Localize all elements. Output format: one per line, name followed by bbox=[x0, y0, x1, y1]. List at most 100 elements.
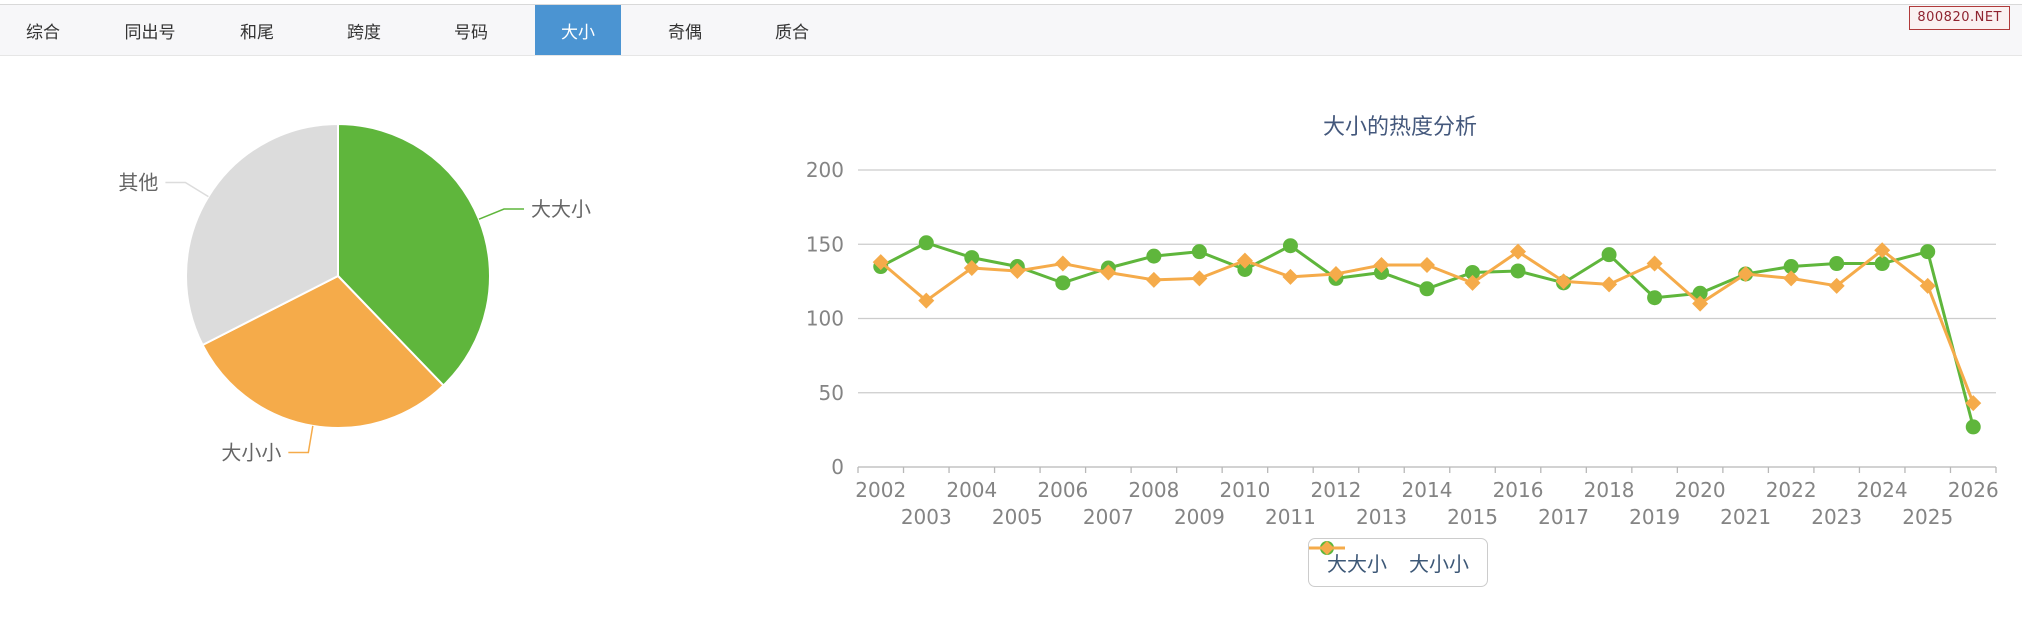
data-point-diamond[interactable] bbox=[1919, 277, 1936, 294]
data-point-diamond[interactable] bbox=[1510, 243, 1527, 260]
data-point-diamond[interactable] bbox=[1646, 255, 1663, 272]
data-point-circle[interactable] bbox=[1146, 248, 1162, 264]
data-point-diamond[interactable] bbox=[1054, 255, 1071, 272]
data-point-circle[interactable] bbox=[1647, 290, 1663, 306]
tab-item[interactable]: 大小 bbox=[535, 5, 621, 55]
pie-label: 大大小 bbox=[531, 197, 591, 221]
data-point-circle[interactable] bbox=[1965, 419, 1981, 435]
data-point-circle[interactable] bbox=[1510, 263, 1526, 279]
series-line[interactable] bbox=[879, 248, 1975, 404]
x-axis-label: 2022 bbox=[1766, 478, 1817, 502]
data-point-circle[interactable] bbox=[1282, 238, 1298, 254]
x-axis-label: 2019 bbox=[1629, 505, 1680, 529]
data-point-diamond[interactable] bbox=[1874, 242, 1891, 259]
tab-item[interactable]: 和尾 bbox=[240, 22, 274, 43]
chart-legend: 大大小 大小小 bbox=[1308, 538, 1488, 587]
x-axis-label: 2010 bbox=[1219, 478, 1270, 502]
tab-bar: 综合 同出号 和尾 跨度 号码 大小 奇偶 质合 800820.NET bbox=[0, 4, 2022, 56]
tab-item[interactable]: 号码 bbox=[454, 22, 488, 43]
x-axis-label: 2021 bbox=[1720, 505, 1771, 529]
data-point-diamond[interactable] bbox=[1692, 295, 1709, 312]
y-axis-label: 150 bbox=[806, 232, 844, 256]
x-axis-label: 2008 bbox=[1128, 478, 1179, 502]
x-axis-label: 2007 bbox=[1083, 505, 1134, 529]
pie-label-leader bbox=[288, 425, 314, 454]
data-point-diamond[interactable] bbox=[918, 292, 935, 309]
x-axis-label: 2026 bbox=[1948, 478, 1999, 502]
x-axis-label: 2015 bbox=[1447, 505, 1498, 529]
tab-item[interactable]: 综合 bbox=[26, 22, 60, 43]
data-point-circle[interactable] bbox=[1419, 281, 1435, 297]
x-axis-label: 2005 bbox=[992, 505, 1043, 529]
legend-label: 大小小 bbox=[1409, 552, 1469, 576]
data-point-circle[interactable] bbox=[1601, 247, 1617, 263]
legend-diamond-marker-icon bbox=[1309, 541, 1345, 555]
x-axis-label: 2016 bbox=[1493, 478, 1544, 502]
data-point-diamond[interactable] bbox=[1737, 265, 1754, 282]
x-axis-label: 2020 bbox=[1675, 478, 1726, 502]
x-axis-label: 2024 bbox=[1857, 478, 1908, 502]
y-axis-label: 200 bbox=[806, 158, 844, 182]
x-axis-label: 2002 bbox=[855, 478, 906, 502]
x-axis-label: 2023 bbox=[1811, 505, 1862, 529]
site-badge: 800820.NET bbox=[1909, 6, 2010, 30]
tab-item[interactable]: 质合 bbox=[775, 22, 809, 43]
data-point-circle[interactable] bbox=[964, 250, 980, 266]
data-point-circle[interactable] bbox=[1874, 256, 1890, 272]
charts-area: 大大小 大小小 其他 大小的热度分析 0 50 100 150 200 2002 2003 2004 2… bbox=[0, 56, 2022, 614]
tab-item[interactable]: 奇偶 bbox=[668, 22, 702, 43]
data-point-diamond[interactable] bbox=[1236, 252, 1253, 269]
x-axis-label: 2013 bbox=[1356, 505, 1407, 529]
x-axis-label: 2003 bbox=[901, 505, 952, 529]
x-axis-label: 2012 bbox=[1311, 478, 1362, 502]
legend-item[interactable]: 大小小 bbox=[1309, 541, 1469, 577]
data-point-diamond[interactable] bbox=[1601, 276, 1618, 293]
data-point-diamond[interactable] bbox=[1419, 257, 1435, 274]
data-point-diamond[interactable] bbox=[1555, 273, 1572, 290]
tab-item[interactable]: 同出号 bbox=[124, 22, 176, 43]
data-point-circle[interactable] bbox=[1692, 285, 1708, 301]
data-point-circle[interactable] bbox=[1055, 275, 1071, 291]
x-axis-label: 2017 bbox=[1538, 505, 1589, 529]
pie-label-leader bbox=[478, 208, 525, 220]
x-axis-label: 2018 bbox=[1584, 478, 1635, 502]
x-axis-label: 2011 bbox=[1265, 505, 1316, 529]
line-chart: 大小的热度分析 0 50 100 150 200 2002 2003 2004 2005 2006 2… bbox=[806, 115, 1999, 529]
pie-label: 其他 bbox=[118, 170, 158, 194]
pie-slice[interactable] bbox=[337, 123, 491, 387]
pie-label-leader bbox=[165, 181, 209, 198]
data-point-circle[interactable] bbox=[1237, 261, 1253, 277]
data-point-diamond[interactable] bbox=[1965, 395, 1982, 412]
data-point-circle[interactable] bbox=[918, 235, 934, 251]
data-point-diamond[interactable] bbox=[1009, 262, 1026, 279]
data-point-circle[interactable] bbox=[1829, 256, 1845, 272]
y-axis-label: 0 bbox=[831, 455, 844, 479]
data-point-diamond[interactable] bbox=[1327, 265, 1344, 282]
tab-list: 综合 同出号 和尾 跨度 号码 大小 奇偶 质合 bbox=[0, 5, 2022, 55]
data-point-diamond[interactable] bbox=[1373, 257, 1390, 274]
x-axis-label: 2014 bbox=[1402, 478, 1453, 502]
data-point-diamond[interactable] bbox=[1100, 264, 1117, 281]
data-point-diamond[interactable] bbox=[963, 260, 980, 277]
x-axis-label: 2025 bbox=[1902, 505, 1953, 529]
pie-slice[interactable] bbox=[185, 123, 339, 347]
data-point-circle[interactable] bbox=[1920, 244, 1936, 260]
data-point-diamond[interactable] bbox=[1828, 277, 1845, 294]
x-axis-label: 2006 bbox=[1037, 478, 1088, 502]
data-point-diamond[interactable] bbox=[1464, 274, 1481, 291]
data-point-circle[interactable] bbox=[1783, 259, 1799, 275]
data-point-circle[interactable] bbox=[1191, 244, 1207, 260]
data-point-circle[interactable] bbox=[1465, 264, 1481, 280]
data-point-diamond[interactable] bbox=[1145, 271, 1162, 288]
tab-item[interactable]: 跨度 bbox=[347, 22, 381, 43]
pie-label: 大小小 bbox=[221, 441, 281, 465]
x-axis-label: 2009 bbox=[1174, 505, 1225, 529]
data-point-diamond[interactable] bbox=[872, 254, 889, 271]
line-chart-title: 大小的热度分析 bbox=[1323, 115, 1477, 140]
x-axis-label: 2004 bbox=[946, 478, 997, 502]
data-point-diamond[interactable] bbox=[1783, 270, 1800, 287]
data-point-diamond[interactable] bbox=[1191, 270, 1208, 287]
data-point-diamond[interactable] bbox=[1282, 268, 1299, 285]
